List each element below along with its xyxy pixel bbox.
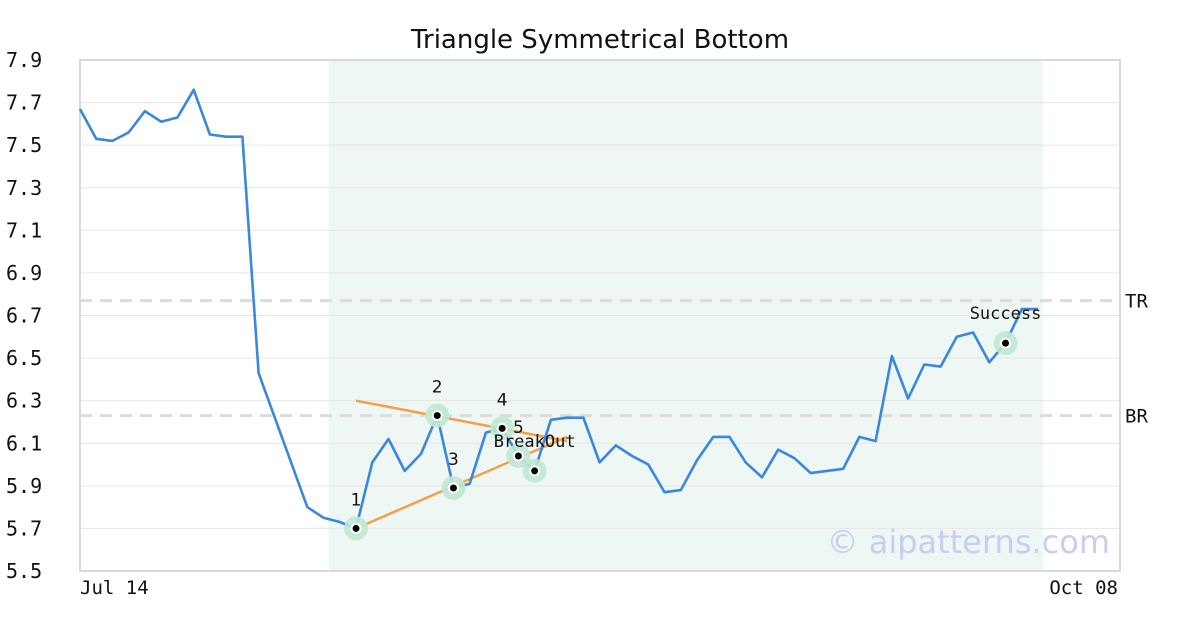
y-tick-label: 5.5 [6,559,42,583]
watermark: © aipatterns.com [827,523,1110,561]
annotation-label: BreakOut [494,432,576,452]
y-tick-label: 5.7 [6,516,42,540]
annotations: BreakOut Success [494,304,1042,483]
point-marker [1002,339,1010,347]
y-tick-label: 6.5 [6,346,42,370]
x-tick-label: Oct 08 [1049,577,1118,599]
y-tick-label: 6.9 [6,261,42,285]
point-label: 4 [497,390,508,410]
pattern-points: 1 2 3 45 [344,378,531,541]
y-tick-label: 7.5 [6,133,42,157]
point-marker [498,424,506,432]
plot-frame [79,59,1121,572]
y-axis: 5.5 5.7 5.9 6.1 6.3 6.5 6.7 6.9 7.1 7.3 7.5 7.7 7.9 [6,48,42,583]
trend-line [355,399,568,443]
point-marker [433,412,441,420]
point-marker [514,452,522,460]
grid [80,59,1120,572]
y-tick-label: 6.1 [6,431,42,455]
point-marker [352,524,360,532]
y-tick-label: 6.7 [6,304,42,328]
reference-label: BR [1125,406,1148,428]
price-series [78,88,1038,530]
point-label: 2 [432,378,443,398]
x-axis: Jul 14 Oct 08 [80,577,1118,599]
x-tick-label: Jul 14 [80,577,149,599]
annotation-label: Success [970,304,1042,324]
point-marker [449,484,457,492]
y-tick-label: 6.3 [6,389,42,413]
chart-title: Triangle Symmetrical Bottom [410,25,789,55]
point-marker [531,467,539,475]
reference-lines: TR BR [80,291,1148,428]
point-label: 5 [513,418,524,438]
point-label: 3 [448,450,459,470]
y-tick-label: 7.1 [6,218,42,242]
point-label: 1 [351,490,362,510]
series-line [78,88,1038,530]
y-tick-label: 7.3 [6,176,42,200]
reference-label: TR [1125,291,1148,313]
y-tick-label: 7.7 [6,91,42,115]
y-tick-label: 7.9 [6,48,42,72]
y-tick-label: 5.9 [6,474,42,498]
